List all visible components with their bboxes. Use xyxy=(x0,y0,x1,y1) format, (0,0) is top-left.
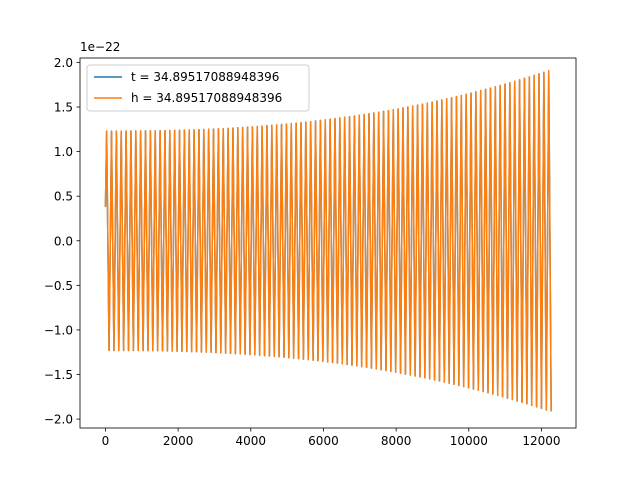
x-axis-ticks: 0 2000 4000 6000 8000 10000 12000 xyxy=(102,428,561,448)
x-tick-label: 4000 xyxy=(236,434,267,448)
y-tick-label: 1.0 xyxy=(54,145,73,159)
x-tick-label: 12000 xyxy=(522,434,560,448)
legend-label-series-2: h = 34.89517088948396 xyxy=(131,91,282,105)
y-tick-label: 2.0 xyxy=(54,56,73,70)
series-line-2 xyxy=(104,70,552,412)
x-tick-label: 6000 xyxy=(308,434,339,448)
x-tick-label: 2000 xyxy=(163,434,194,448)
x-tick-label: 10000 xyxy=(450,434,488,448)
y-tick-label: −1.0 xyxy=(44,323,73,337)
legend-label-series-1: t = 34.89517088948396 xyxy=(131,70,279,84)
y-tick-label: −1.5 xyxy=(44,368,73,382)
plot-area: 0 2000 4000 6000 8000 10000 12000 −2.0 −1.5 −1.0… xyxy=(44,40,577,448)
y-tick-label: −2.0 xyxy=(44,413,73,427)
legend: t = 34.89517088948396 h = 34.89517088948… xyxy=(86,64,310,112)
legend-box xyxy=(86,64,310,112)
y-tick-label: 0.0 xyxy=(54,234,73,248)
y-tick-label: 0.5 xyxy=(54,190,73,204)
y-tick-label: −0.5 xyxy=(44,279,73,293)
y-tick-label: 1.5 xyxy=(54,101,73,115)
axes-frame xyxy=(79,57,577,429)
x-tick-label: 8000 xyxy=(381,434,412,448)
series-layer xyxy=(104,70,552,412)
y-axis-ticks: −2.0 −1.5 −1.0 −0.5 0.0 0.5 1.0 1.5 2.0 xyxy=(44,56,80,427)
x-tick-label: 0 xyxy=(102,434,110,448)
y-offset-label: 1e−22 xyxy=(80,40,120,54)
